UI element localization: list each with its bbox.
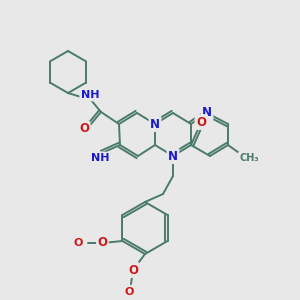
Text: NH: NH	[81, 90, 99, 100]
Text: N: N	[150, 118, 160, 130]
Text: O: O	[74, 238, 83, 248]
Text: NH: NH	[91, 153, 109, 163]
Text: O: O	[128, 263, 138, 277]
Text: O: O	[124, 287, 134, 297]
Text: O: O	[196, 116, 206, 128]
Text: O: O	[79, 122, 89, 136]
Text: N: N	[202, 106, 212, 119]
Text: N: N	[168, 149, 178, 163]
Text: O: O	[98, 236, 107, 250]
Text: CH₃: CH₃	[239, 153, 259, 163]
